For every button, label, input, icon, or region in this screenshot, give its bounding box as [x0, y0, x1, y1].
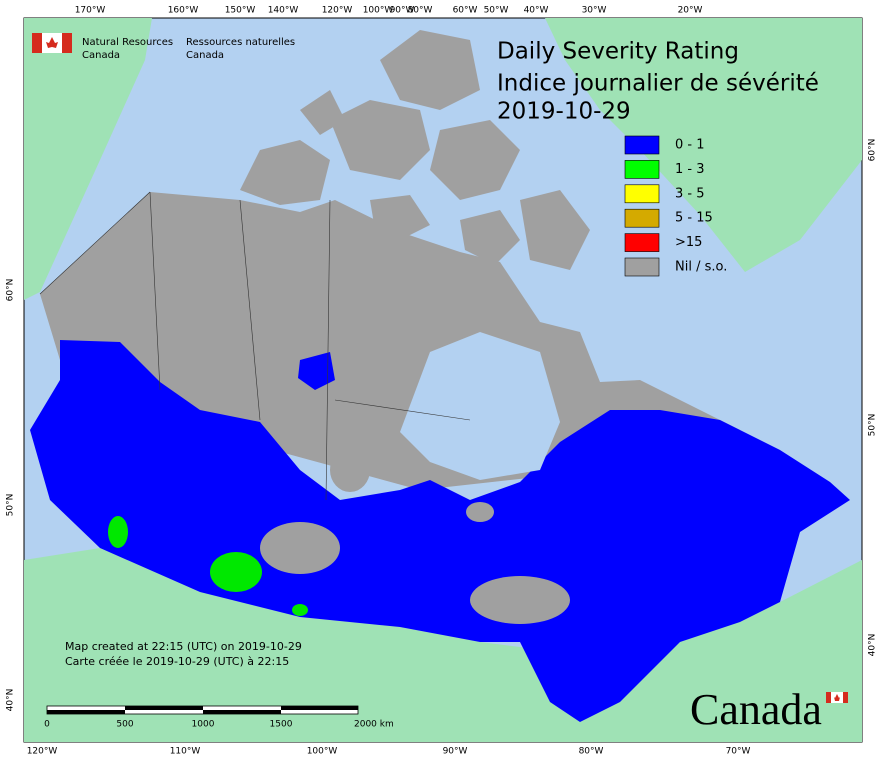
- legend-swatch: [624, 135, 660, 155]
- graticule-label: 100°W: [307, 747, 338, 757]
- scale-label: 2000 km: [354, 720, 394, 730]
- wordmark: Canada: [690, 685, 822, 734]
- map-title: Daily Severity Rating: [497, 39, 739, 65]
- graticule-label: 60°N: [6, 279, 16, 302]
- graticule-label: 110°W: [170, 747, 201, 757]
- credit-line: Map created at 22:15 (UTC) on 2019-10-29: [65, 640, 302, 653]
- legend-label: Nil / s.o.: [675, 260, 727, 275]
- graticule-label: 170°W: [75, 6, 106, 16]
- graticule-label: 120°W: [322, 6, 353, 16]
- graticule-label: 90°W: [443, 747, 468, 757]
- legend-label: 3 - 5: [675, 186, 705, 201]
- scale-label: 0: [44, 720, 50, 730]
- graticule-label: 50°N: [6, 494, 16, 517]
- graticule-label: 100°W: [363, 6, 394, 16]
- legend-swatch: [624, 233, 660, 252]
- map-title: 2019-10-29: [497, 99, 631, 125]
- legend-label: 5 - 15: [675, 211, 713, 226]
- graticule-label: 60°W: [453, 6, 478, 16]
- map-title: Indice journalier de sévérité: [497, 71, 819, 97]
- graticule-label: 70°W: [726, 747, 751, 757]
- graticule-label: 80°W: [408, 6, 433, 16]
- scale-label: 500: [116, 720, 133, 730]
- nrcan-logo: [32, 33, 72, 53]
- agency-en: Natural Resources: [82, 37, 173, 48]
- legend-swatch: [624, 208, 660, 228]
- land: [24, 18, 862, 742]
- graticule-label: 40°W: [524, 6, 549, 16]
- graticule-label: 50°N: [868, 414, 878, 437]
- legend-swatch: [624, 184, 660, 204]
- scale-label: 1000: [192, 720, 215, 730]
- legend-swatch: [624, 257, 660, 277]
- graticule-label: 80°W: [579, 747, 604, 757]
- scale-label: 1500: [270, 720, 293, 730]
- graticule-label: 160°W: [168, 6, 199, 16]
- graticule-label: 20°W: [678, 6, 703, 16]
- graticule-label: 50°W: [484, 6, 509, 16]
- scale-bar: [46, 705, 359, 715]
- agency-fr: Canada: [186, 50, 224, 61]
- graticule-label: 60°N: [868, 139, 878, 162]
- graticule-label: 90°W: [390, 6, 415, 16]
- wordmark-flag: [826, 692, 848, 703]
- agency-en: Canada: [82, 50, 120, 61]
- graticule-label: 30°W: [582, 6, 607, 16]
- graticule-label: 40°N: [868, 634, 878, 657]
- agency-fr: Ressources naturelles: [186, 37, 295, 48]
- graticule-label: 140°W: [268, 6, 299, 16]
- legend-swatch: [624, 160, 660, 179]
- legend-label: 1 - 3: [675, 162, 705, 177]
- credit-line: Carte créée le 2019-10-29 (UTC) à 22:15: [65, 655, 289, 668]
- legend-label: 0 - 1: [675, 138, 705, 153]
- legend-label: >15: [675, 235, 702, 250]
- graticule-label: 150°W: [225, 6, 256, 16]
- graticule-label: 40°N: [6, 689, 16, 712]
- graticule-label: 120°W: [27, 747, 58, 757]
